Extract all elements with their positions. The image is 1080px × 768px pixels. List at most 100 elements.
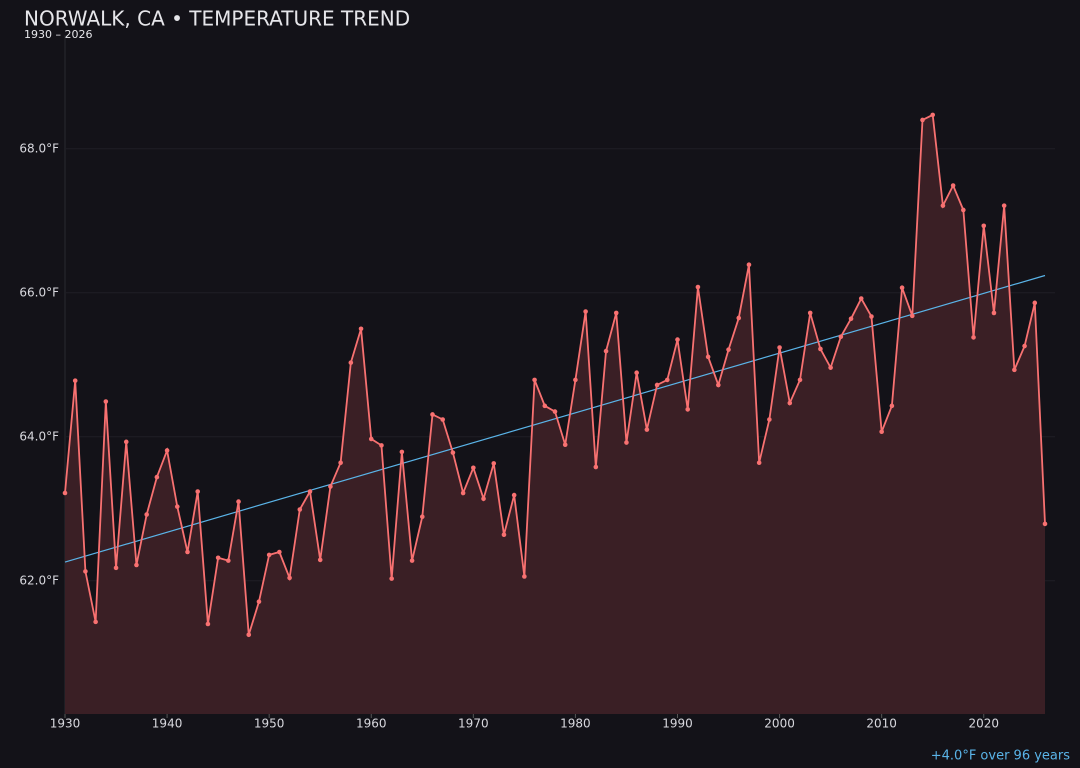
point [726, 347, 731, 352]
point [899, 285, 905, 291]
point [828, 365, 833, 370]
point [695, 284, 701, 290]
point [991, 310, 997, 316]
point [195, 489, 201, 494]
x-tick-label: 1950 [254, 717, 285, 731]
y-tick-label: 64.0°F [19, 429, 59, 443]
point [348, 360, 354, 365]
point [807, 310, 813, 316]
point [277, 549, 282, 555]
x-tick-label: 2020 [968, 717, 999, 731]
point [205, 621, 211, 627]
point [103, 399, 109, 404]
point [950, 183, 956, 188]
y-tick-label: 62.0°F [19, 573, 59, 587]
point [593, 464, 599, 470]
point [981, 223, 987, 229]
point [573, 377, 578, 383]
y-tick-label: 68.0°F [19, 141, 59, 155]
point [562, 442, 568, 448]
point [889, 403, 895, 409]
point [93, 619, 98, 625]
y-tick-label: 66.0°F [19, 285, 59, 299]
point [838, 334, 844, 339]
point [379, 443, 384, 448]
point [664, 377, 670, 383]
point [246, 632, 252, 638]
point [879, 429, 884, 435]
point [266, 552, 272, 558]
point [542, 403, 548, 409]
point [134, 562, 139, 568]
point [971, 335, 976, 340]
point [511, 492, 517, 498]
annotation: +4.0°F over 96 years [931, 749, 1070, 764]
point [317, 557, 323, 563]
point [522, 574, 527, 579]
point [685, 407, 691, 412]
point [858, 296, 864, 301]
point [716, 382, 721, 388]
point [756, 460, 762, 466]
point [1012, 367, 1017, 373]
point [399, 449, 405, 455]
point [256, 599, 262, 604]
point [440, 417, 446, 422]
point [634, 370, 639, 375]
point [226, 558, 231, 563]
point [705, 354, 711, 360]
point [481, 496, 486, 502]
point [123, 439, 129, 445]
point [654, 382, 660, 388]
x-tick-label: 1930 [50, 717, 81, 731]
chart-title: NORWALK, CA • TEMPERATURE TREND [24, 7, 410, 31]
point [613, 310, 619, 316]
point [675, 337, 680, 342]
x-tick-label: 1960 [356, 717, 387, 731]
point [818, 346, 823, 352]
point [1032, 300, 1038, 306]
x-tick-label: 1940 [152, 717, 183, 731]
point [491, 461, 497, 466]
x-tick-label: 1980 [560, 717, 591, 731]
point [215, 555, 221, 561]
point [113, 565, 119, 571]
point [164, 448, 170, 453]
point [777, 345, 782, 350]
point [869, 314, 874, 319]
point [1022, 343, 1027, 349]
point [624, 440, 629, 445]
point [338, 460, 343, 466]
point [930, 112, 936, 118]
point [920, 117, 925, 123]
point [797, 377, 803, 383]
point [532, 377, 537, 383]
point [83, 569, 88, 574]
point [430, 412, 435, 417]
point [358, 326, 364, 332]
point [501, 532, 507, 538]
point [787, 400, 793, 406]
point [603, 348, 609, 354]
point [471, 465, 476, 471]
point [144, 512, 149, 517]
x-tick-label: 2010 [866, 717, 897, 731]
point [940, 203, 946, 208]
x-tick-label: 1990 [662, 717, 693, 731]
point [236, 499, 241, 504]
point [450, 450, 456, 455]
point [62, 490, 68, 496]
point [1001, 203, 1007, 208]
chart-subtitle: 1930 – 2026 [24, 28, 92, 41]
x-tick-label: 1970 [458, 717, 489, 731]
point [460, 490, 466, 496]
point [909, 313, 915, 319]
point [552, 409, 558, 414]
point [848, 316, 854, 321]
point [644, 427, 650, 432]
point [961, 207, 966, 213]
point [736, 315, 742, 321]
point [72, 378, 78, 383]
trend-line [64, 274, 1046, 563]
